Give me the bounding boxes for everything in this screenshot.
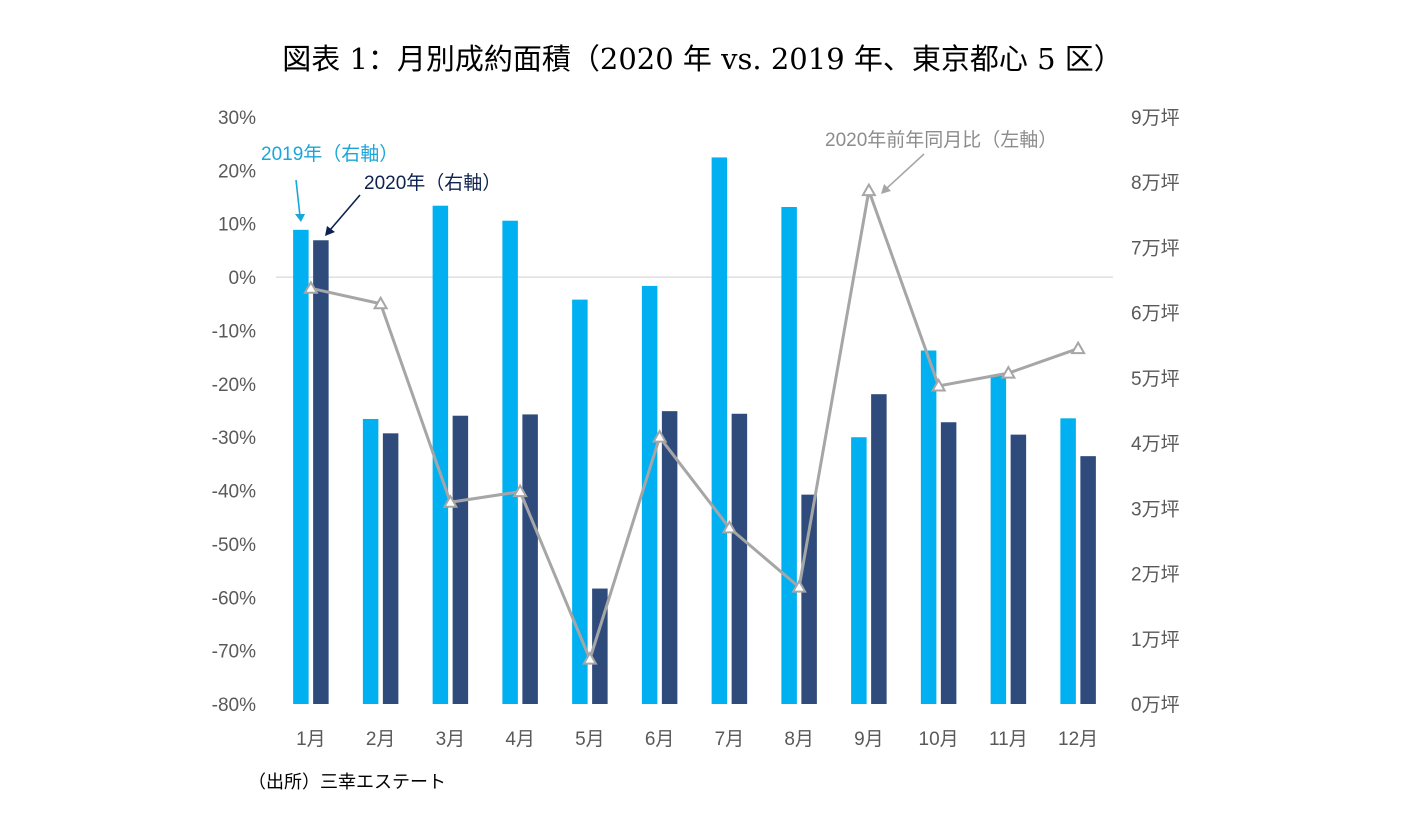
annotation-yoy-arrowhead — [881, 184, 891, 194]
yoy-point-marker — [791, 579, 807, 593]
x-tick-label: 9月 — [854, 729, 884, 750]
yoy-point-marker — [372, 295, 389, 310]
bar-2020 — [871, 394, 887, 704]
right-axis: 9万坪 8万坪 7万坪 6万坪 5万坪 4万坪 3万坪 2万坪 1万坪 0万坪 — [1131, 107, 1180, 716]
source-note: （出所）三幸エステート — [248, 772, 446, 792]
yoy-point-marker — [303, 280, 319, 294]
left-tick-label: -60% — [212, 588, 256, 609]
bar-2019 — [920, 350, 937, 704]
bar-2020 — [661, 411, 678, 704]
annotation-2020-arrowhead — [325, 226, 335, 236]
left-tick-label: -30% — [212, 428, 256, 449]
right-tick-label: 1万坪 — [1131, 629, 1180, 651]
yoy-point-marker — [582, 651, 598, 665]
x-axis: 1月 2月 3月 4月 5月 6月 7月 8月 9月 10月 11月 12月 — [296, 729, 1098, 750]
annotation-2019-label: 2019年（右軸） — [261, 143, 398, 165]
bar-2019 — [362, 418, 379, 704]
right-tick-label: 4万坪 — [1131, 433, 1180, 455]
bar-2020 — [313, 240, 329, 704]
bar-2020 — [940, 422, 957, 704]
left-tick-label: 0% — [229, 268, 257, 289]
yoy-point-marker — [721, 519, 738, 534]
right-tick-label: 0万坪 — [1131, 694, 1180, 716]
left-tick-label: -20% — [212, 375, 256, 396]
right-tick-label: 9万坪 — [1131, 107, 1180, 129]
right-tick-label: 8万坪 — [1131, 172, 1180, 194]
x-tick-label: 4月 — [505, 729, 535, 750]
right-tick-label: 3万坪 — [1131, 498, 1180, 520]
left-axis: 30% 20% 10% 0% -10% -20% -30% -40% -50% -60% -70% -… — [212, 108, 256, 716]
yoy-point-marker — [861, 182, 877, 197]
x-tick-label: 7月 — [715, 729, 745, 750]
yoy-point-marker — [1000, 365, 1017, 379]
bar-2019 — [293, 229, 309, 704]
annotation-2020-arrow — [329, 194, 361, 231]
yoy-point-marker — [512, 483, 528, 498]
chart-title: 図表 1：月別成約面積（2020 年 vs. 2019 年、東京都心 5 区） — [282, 42, 1123, 76]
bar-2019 — [711, 157, 728, 705]
left-tick-label: -50% — [212, 535, 256, 556]
bar-2020 — [731, 413, 748, 704]
line-series-yoy — [303, 182, 1086, 665]
bar-2019 — [1060, 418, 1076, 704]
x-tick-label: 6月 — [645, 729, 675, 750]
bar-2019 — [990, 375, 1007, 704]
bar-2020 — [1010, 434, 1027, 704]
yoy-point-marker — [442, 494, 459, 508]
x-tick-label: 3月 — [436, 729, 466, 750]
yoy-point-marker — [930, 377, 947, 392]
x-tick-label: 2月 — [366, 729, 396, 750]
annotation-yoy-arrow — [886, 153, 925, 189]
yoy-point-marker — [651, 429, 668, 443]
x-tick-label: 8月 — [784, 729, 814, 750]
left-tick-label: -40% — [212, 482, 256, 503]
right-tick-label: 6万坪 — [1131, 303, 1180, 325]
x-tick-label: 1月 — [296, 729, 326, 750]
bar-2020 — [382, 433, 399, 704]
x-tick-label: 11月 — [989, 729, 1028, 750]
left-tick-label: -80% — [212, 695, 256, 716]
left-tick-label: 10% — [218, 215, 256, 236]
bar-2019 — [781, 207, 797, 705]
x-tick-label: 5月 — [575, 729, 605, 750]
right-tick-label: 5万坪 — [1131, 368, 1180, 390]
left-tick-label: 30% — [218, 108, 256, 129]
x-tick-label: 12月 — [1058, 729, 1098, 750]
annotation-yoy-label: 2020年前年同月比（左軸） — [825, 129, 1057, 151]
bar-2019 — [502, 220, 518, 704]
bar-2019 — [572, 299, 588, 704]
x-tick-label: 10月 — [919, 729, 959, 750]
bar-2020 — [452, 415, 469, 704]
left-tick-label: -10% — [212, 321, 256, 342]
annotation-2019-arrow — [295, 179, 301, 217]
bar-2020 — [1080, 456, 1096, 704]
bar-2019 — [851, 437, 867, 704]
bar-2019 — [432, 205, 449, 705]
right-tick-label: 7万坪 — [1131, 237, 1180, 259]
yoy-line — [310, 189, 1079, 661]
bar-2019 — [641, 285, 658, 704]
yoy-point-marker — [1070, 340, 1086, 355]
annotation-2020-label: 2020年（右軸） — [364, 172, 501, 194]
bar-series — [293, 157, 1096, 705]
right-tick-label: 2万坪 — [1131, 564, 1180, 586]
left-tick-label: 20% — [218, 161, 256, 182]
annotation-2019-arrowhead — [295, 214, 305, 222]
left-tick-label: -70% — [212, 642, 256, 663]
bar-2020 — [522, 414, 538, 704]
